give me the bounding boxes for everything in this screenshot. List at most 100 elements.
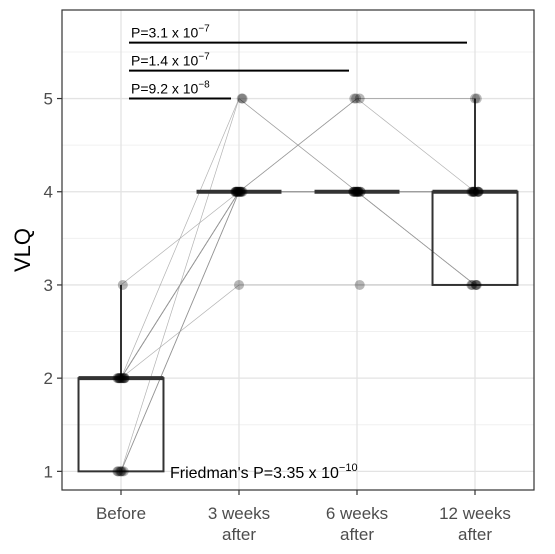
y-tick-label: 5: [44, 90, 53, 109]
p-value-exponent: −7: [198, 52, 210, 63]
boxplot: [77, 284, 165, 473]
p-value-prefix: P=1.4 x 10: [131, 53, 199, 69]
data-point: [355, 186, 366, 197]
data-point: [355, 186, 366, 197]
data-point: [473, 186, 484, 197]
data-point: [234, 186, 245, 197]
data-point: [467, 186, 478, 197]
p-value-prefix: P=3.1 x 10: [131, 25, 199, 41]
data-point: [471, 279, 482, 290]
data-point: [232, 186, 243, 197]
data-point: [112, 373, 123, 384]
x-axis: Before 3 weeks after 6 weeks after 12 weeks af…: [96, 490, 511, 544]
p-value-exponent: −7: [198, 24, 210, 35]
data-point: [234, 186, 244, 197]
data-point: [354, 279, 365, 290]
comparison-p-value: P=9.2 x 10−8: [131, 80, 210, 97]
data-point: [116, 466, 127, 477]
data-point: [354, 93, 365, 104]
y-axis: 1 2 3 4 5: [44, 90, 62, 481]
subject-line: [120, 284, 475, 379]
x-tick-label: 3 weeks: [208, 504, 270, 523]
friedman-prefix: Friedman's P=3.35 x 10: [170, 465, 339, 482]
comparison-bracket: P=1.4 x 10−7: [129, 52, 349, 72]
comparison-p-value: P=3.1 x 10−7: [131, 24, 210, 41]
data-point: [349, 186, 360, 197]
data-point: [112, 466, 123, 477]
data-point: [114, 373, 125, 384]
data-point: [116, 373, 126, 384]
plot-border: [61, 9, 535, 491]
data-point: [119, 373, 130, 384]
data-point: [118, 466, 129, 477]
data-point: [236, 186, 247, 197]
friedman-exponent: −10: [339, 462, 358, 474]
data-point: [350, 186, 361, 197]
data-point: [233, 186, 244, 197]
data-point: [119, 373, 130, 384]
data-point: [234, 186, 245, 197]
data-points: [112, 93, 484, 477]
data-point: [468, 186, 479, 197]
data-point: [117, 279, 128, 290]
data-point: [235, 186, 246, 197]
x-tick-label: Before: [96, 504, 146, 523]
data-point: [113, 373, 124, 384]
y-tick-label: 1: [44, 462, 53, 481]
comparison-bracket: P=3.1 x 10−7: [129, 24, 467, 44]
y-tick-label: 3: [44, 276, 53, 295]
data-point: [235, 186, 246, 197]
data-point: [115, 466, 126, 477]
boxplot: [431, 98, 519, 286]
y-tick-label: 2: [44, 369, 53, 388]
data-point: [236, 93, 247, 104]
data-point: [467, 279, 478, 290]
data-point: [116, 466, 126, 477]
x-tick-label-line2: after: [340, 525, 374, 544]
data-point: [352, 186, 362, 197]
data-point: [350, 186, 361, 197]
data-point: [230, 186, 241, 197]
data-point: [470, 186, 480, 197]
data-point: [353, 186, 364, 197]
data-point: [349, 93, 360, 104]
data-point: [351, 186, 362, 197]
data-point: [234, 279, 244, 290]
comparison-bracket: P=9.2 x 10−8: [129, 80, 231, 100]
data-point: [348, 186, 359, 197]
data-point: [469, 186, 480, 197]
data-point: [118, 373, 129, 384]
data-point: [231, 186, 242, 197]
data-point: [468, 186, 479, 197]
friedman-test-label: Friedman's P=3.35 x 10−10: [170, 462, 358, 482]
subject-line: [120, 191, 475, 379]
significance-brackets: P=9.2 x 10−8P=1.4 x 10−7P=3.1 x 10−7: [129, 24, 467, 100]
x-tick-label-line2: after: [222, 525, 256, 544]
x-tick-label-line2: after: [458, 525, 492, 544]
y-axis-title: VLQ: [10, 228, 35, 272]
y-tick-label: 4: [44, 183, 53, 202]
data-point: [232, 186, 243, 197]
x-tick-label: 6 weeks: [326, 504, 388, 523]
data-point: [471, 93, 482, 104]
data-point: [237, 186, 248, 197]
data-point: [237, 93, 248, 104]
data-point: [472, 186, 483, 197]
data-point: [231, 186, 242, 197]
data-point: [116, 373, 127, 384]
x-tick-label: 12 weeks: [439, 504, 511, 523]
data-point: [348, 186, 359, 197]
p-value-prefix: P=9.2 x 10: [131, 81, 199, 97]
data-point: [233, 186, 244, 197]
p-value-exponent: −8: [198, 80, 210, 91]
data-point: [466, 279, 477, 290]
data-point: [230, 186, 241, 197]
data-point: [115, 373, 126, 384]
subject-lines: [120, 97, 476, 472]
comparison-p-value: P=1.4 x 10−7: [131, 52, 210, 69]
data-point: [470, 279, 481, 290]
data-point: [470, 93, 480, 104]
data-point: [117, 373, 128, 384]
data-point: [466, 186, 477, 197]
